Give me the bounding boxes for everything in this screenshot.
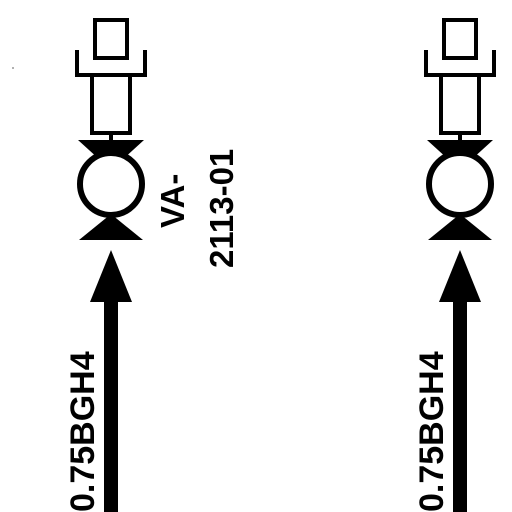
line-label-right: 0.75BGH4 bbox=[413, 351, 451, 512]
speck-dot bbox=[12, 67, 14, 69]
actuator-left bbox=[75, 18, 147, 142]
valve-assembly-right: 0.75BGH4 bbox=[413, 18, 496, 512]
valve-assembly-left: VA- 2113-01 0.75BGH4 bbox=[64, 18, 240, 512]
line-label-left: 0.75BGH4 bbox=[64, 351, 102, 512]
pipe-line-left bbox=[90, 250, 132, 512]
valve-tag-prefix-left: VA- bbox=[154, 174, 191, 228]
valve-body-right bbox=[426, 140, 494, 240]
valve-tag-number-left: 2113-01 bbox=[203, 149, 240, 268]
pipe-line-right bbox=[439, 250, 481, 512]
valve-body-left bbox=[77, 140, 145, 240]
actuator-right bbox=[424, 18, 496, 142]
